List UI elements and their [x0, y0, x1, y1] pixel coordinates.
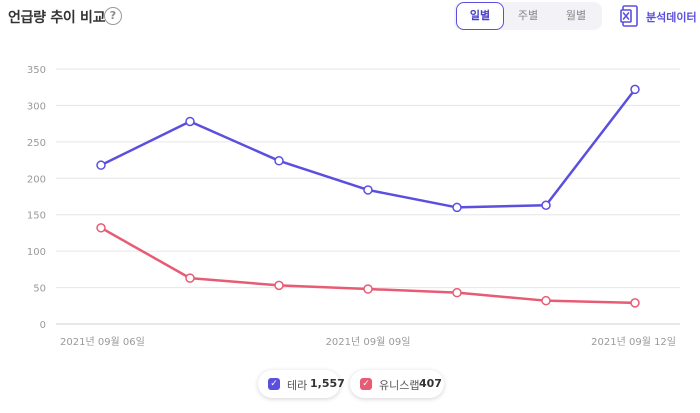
period-tab-group: 일별 주별 월별	[454, 2, 602, 30]
legend-item-unislab[interactable]: ✓ 유니스랩 407	[350, 370, 444, 398]
legend-series-name: 테라	[287, 379, 308, 392]
data-point	[274, 156, 284, 166]
data-point	[274, 280, 284, 291]
mention-trend-line-chart: 0 50 100 150 200 250 300 350 2021년 09월 06일 2021년 …	[27, 65, 680, 348]
y-tick-label: 150	[27, 211, 46, 222]
y-tick-label: 200	[27, 174, 46, 185]
excel-icon	[620, 5, 638, 27]
data-point	[363, 185, 373, 195]
data-point	[96, 160, 106, 170]
data-point	[541, 200, 551, 210]
data-point	[630, 298, 640, 308]
x-tick-label: 2021년 09월 06일	[60, 336, 145, 348]
data-point	[541, 295, 551, 306]
data-point	[452, 287, 462, 298]
tab-weekly[interactable]: 주별	[517, 9, 539, 22]
data-point	[363, 284, 373, 294]
legend-series-total: 1,557	[310, 377, 345, 390]
data-point	[452, 202, 462, 213]
checkbox-checked-icon: ✓	[360, 378, 372, 390]
y-tick-label: 0	[40, 320, 46, 331]
question-circle-icon[interactable]: ?	[104, 7, 122, 25]
y-tick-label: 50	[33, 284, 46, 295]
data-point	[185, 116, 195, 127]
x-tick-label: 2021년 09월 12일	[591, 336, 676, 348]
tab-daily[interactable]: 일별	[456, 2, 504, 30]
tab-monthly[interactable]: 월별	[565, 9, 587, 22]
page-title: 언급량 추이 비교	[8, 10, 106, 26]
x-tick-label: 2021년 09월 09일	[326, 336, 411, 348]
y-tick-label: 100	[27, 247, 46, 258]
y-tick-label: 350	[27, 65, 46, 76]
y-tick-label: 250	[27, 138, 46, 149]
legend-series-name: 유니스랩	[379, 379, 420, 392]
legend-item-terra[interactable]: ✓ 테라 1,557	[258, 370, 345, 398]
legend-series-total: 407	[419, 377, 442, 390]
analysis-data-label: 분석데이터	[646, 11, 697, 24]
checkbox-checked-icon: ✓	[268, 378, 280, 390]
data-point	[96, 223, 106, 233]
y-tick-label: 300	[27, 101, 46, 112]
data-point	[185, 273, 195, 283]
data-point	[630, 84, 640, 95]
